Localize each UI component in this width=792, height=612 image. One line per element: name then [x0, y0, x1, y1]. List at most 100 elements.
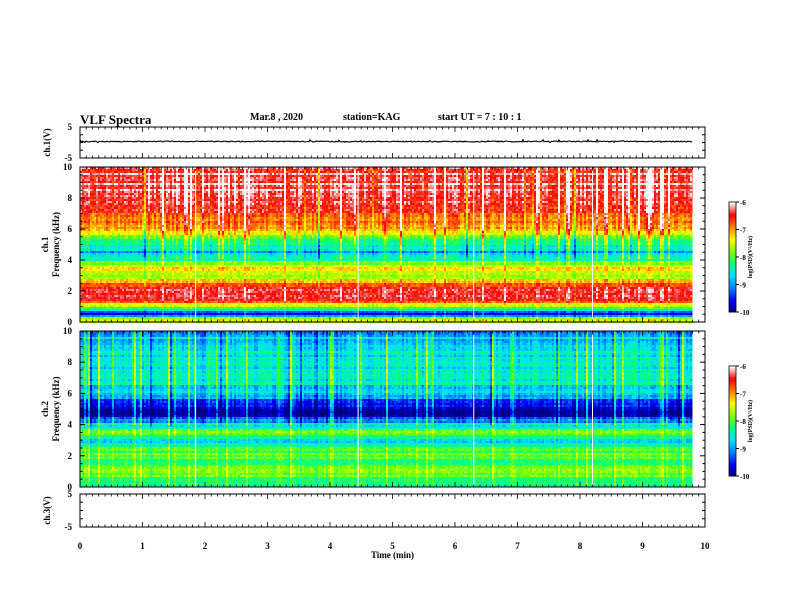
- colorbar-segment: [729, 457, 736, 460]
- colorbar-segment: [729, 373, 736, 376]
- colorbar-label: log(PSD)(V²/Hz): [747, 236, 754, 278]
- colorbar-segment: [729, 236, 736, 240]
- colorbar-segment: [729, 395, 736, 398]
- colorbar-segment: [729, 251, 736, 254]
- colorbar-segment: [729, 452, 736, 455]
- colorbar-segment: [729, 371, 736, 374]
- colorbar-segment: [729, 244, 736, 247]
- colorbar-tick-label: -7: [740, 391, 746, 399]
- x-tick-label: 7: [515, 541, 520, 551]
- colorbar-segment: [729, 419, 736, 422]
- colorbar-segment: [729, 382, 736, 385]
- colorbar-segment: [729, 377, 736, 380]
- colorbar-segment: [729, 266, 736, 269]
- colorbar-segment: [729, 264, 736, 267]
- colorbar-segment: [729, 375, 736, 378]
- colorbar-segment: [729, 299, 736, 302]
- waveform-panel: 5 -5 ch.3(V): [42, 489, 706, 532]
- y-axis-label: ch.3(V): [42, 496, 52, 524]
- x-axis-label: Time (min): [371, 550, 414, 560]
- y-tick-label: 0: [68, 482, 73, 492]
- colorbar-segment: [729, 269, 736, 273]
- y-tick-label: 5: [68, 122, 73, 132]
- colorbar-segment: [729, 424, 736, 427]
- colorbar-segment: [729, 222, 736, 225]
- colorbar-segment: [729, 262, 736, 265]
- colorbar-segment: [729, 426, 736, 429]
- colorbar-segment: [729, 202, 736, 205]
- no-data-gap: [692, 331, 705, 487]
- colorbar-segment: [729, 369, 736, 372]
- x-tick-label: 9: [640, 541, 645, 551]
- colorbar-segment: [729, 282, 736, 285]
- colorbar-segment: [729, 213, 736, 216]
- x-tick-label: 1: [140, 541, 145, 551]
- colorbar-segment: [729, 231, 736, 234]
- colorbar-segment: [729, 413, 736, 416]
- panel-frame: [79, 126, 706, 159]
- y-axis-label: ch.1: [40, 236, 50, 252]
- colorbar-segment: [729, 306, 736, 309]
- colorbar-segment: [729, 304, 736, 307]
- colorbar-segment: [729, 391, 736, 394]
- colorbar-segment: [729, 247, 736, 251]
- colorbar-segment: [729, 302, 736, 306]
- y-tick-label: 10: [63, 326, 73, 336]
- colorbar-segment: [729, 279, 736, 282]
- colorbar-segment: [729, 430, 736, 433]
- colorbar-segment: [729, 466, 736, 470]
- colorbar-segment: [729, 240, 736, 243]
- colorbar-segment: [729, 249, 736, 252]
- colorbar-segment: [729, 203, 736, 207]
- colorbar-segment: [729, 393, 736, 396]
- colorbar-segment: [729, 227, 736, 230]
- waveform-panel: 5 -5 ch.1(V): [42, 122, 706, 163]
- colorbar-segment: [729, 367, 736, 371]
- x-tick-label: 6: [453, 541, 458, 551]
- colorbar-segment: [729, 463, 736, 466]
- colorbar-segment: [729, 253, 736, 256]
- colorbar-segment: [729, 301, 736, 304]
- spectrogram-cells: [80, 167, 695, 324]
- colorbar-segment: [729, 273, 736, 276]
- colorbar-segment: [729, 286, 736, 289]
- colorbar-segment: [729, 290, 736, 293]
- y-axis-label: ch.2: [40, 401, 50, 417]
- colorbar-tick-label: -7: [740, 227, 746, 235]
- colorbar-segment: [729, 450, 736, 453]
- colorbar-label: log(PSD)(V²/Hz): [747, 400, 754, 442]
- colorbar-segment: [729, 291, 736, 295]
- y-tick-label: 0: [68, 317, 73, 327]
- colorbar-segment: [729, 211, 736, 214]
- x-tick-label: 4: [328, 541, 333, 551]
- colorbar-segment: [729, 470, 736, 473]
- colorbar-segment: [729, 380, 736, 383]
- colorbar-segment: [729, 417, 736, 420]
- colorbar-segment: [729, 448, 736, 451]
- colorbar-segment: [729, 207, 736, 210]
- colorbar-segment: [729, 435, 736, 438]
- colorbar-segment: [729, 402, 736, 405]
- colorbar-segment: [729, 209, 736, 212]
- y-tick-label: 10: [63, 162, 73, 172]
- colorbar-segment: [729, 446, 736, 449]
- colorbar-segment: [729, 474, 736, 477]
- colorbar-segment: [729, 246, 736, 249]
- colorbar-segment: [729, 214, 736, 218]
- date-label: Mar.8 , 2020: [250, 112, 303, 123]
- colorbar-segment: [729, 465, 736, 468]
- colorbar-segment: [729, 389, 736, 393]
- y-axis-label: ch.1(V): [42, 128, 52, 156]
- colorbar-segment: [729, 400, 736, 404]
- colorbar: -6 -7 -8 -9 -10 log(PSD)(V²/Hz): [728, 363, 754, 481]
- colorbar-segment: [729, 271, 736, 274]
- spectrogram-cells: [80, 331, 695, 488]
- spectrogram-panel: 0 2 4 6 8 10 ch.2 Frequency (kHz) -6 -7 -8 -9 -10 log…: [40, 326, 754, 492]
- y-axis-label: Frequency (kHz): [51, 376, 61, 441]
- colorbar-segment: [729, 386, 736, 389]
- y-tick-label: 8: [68, 193, 73, 203]
- colorbar-segment: [729, 225, 736, 229]
- y-tick-label: 6: [68, 388, 73, 398]
- colorbar-segment: [729, 472, 736, 475]
